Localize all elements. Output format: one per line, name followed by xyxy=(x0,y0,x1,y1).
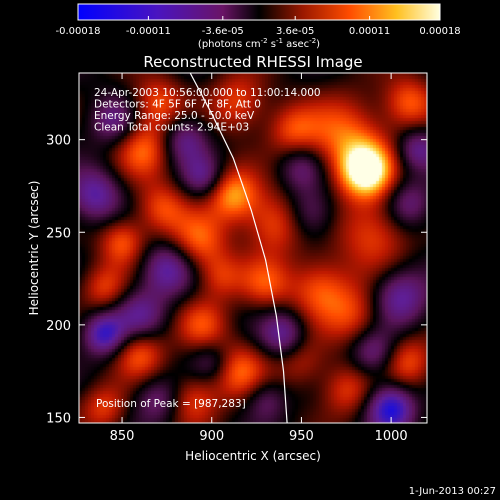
y-tick-label: 150 xyxy=(46,411,71,426)
y-tick-label: 200 xyxy=(46,319,71,334)
colorbar-tick-label: -0.00018 xyxy=(56,26,101,37)
solar-limb-line xyxy=(189,73,288,423)
x-tick-label: 950 xyxy=(289,429,314,444)
colorbar-unit-label: (photons cm-2 s-1 asec-2) xyxy=(198,37,320,50)
colorbar-ticks: -0.00018 -0.00011 -3.6e-05 3.6e-05 0.00011 0.… xyxy=(56,16,461,37)
annotation-line: Energy Range: 25.0 - 50.0 keV xyxy=(94,110,255,122)
plot-frame xyxy=(78,72,428,424)
annotation-block: 24-Apr-2003 10:56:00.000 to 11:00:14.000… xyxy=(94,87,321,134)
colorbar-tick-label: -0.00011 xyxy=(126,26,171,37)
y-axis: 150 200 250 300 xyxy=(46,134,427,426)
peak-position-label: Position of Peak = [987,283] xyxy=(96,398,246,410)
annotation-line: Detectors: 4F 5F 6F 7F 8F, Att 0 xyxy=(94,99,261,111)
y-tick-label: 300 xyxy=(46,134,71,149)
heatmap-image xyxy=(79,73,427,423)
colorbar xyxy=(77,3,441,21)
y-tick-label: 250 xyxy=(46,226,71,241)
colorbar-tick-label: -3.6e-05 xyxy=(202,26,244,37)
x-axis-label: Heliocentric X (arcsec) xyxy=(185,449,321,463)
colorbar-tick-label: 0.00018 xyxy=(419,26,460,37)
x-tick-label: 1000 xyxy=(375,429,408,444)
colorbar-tick-label: 0.00011 xyxy=(349,26,390,37)
annotation-line: Clean Total counts: 2.94E+03 xyxy=(94,122,249,134)
colorbar-tick-label: 3.6e-05 xyxy=(276,26,314,37)
annotation-line: 24-Apr-2003 10:56:00.000 to 11:00:14.000 xyxy=(94,87,321,99)
x-axis: 850 900 950 1000 xyxy=(110,73,408,444)
x-tick-label: 900 xyxy=(199,429,224,444)
y-axis-label: Heliocentric Y (arcsec) xyxy=(27,181,41,316)
x-tick-label: 850 xyxy=(110,429,135,444)
generation-date: 1-Jun-2013 00:27 xyxy=(409,486,496,497)
chart-title: Reconstructed RHESSI Image xyxy=(143,53,362,71)
